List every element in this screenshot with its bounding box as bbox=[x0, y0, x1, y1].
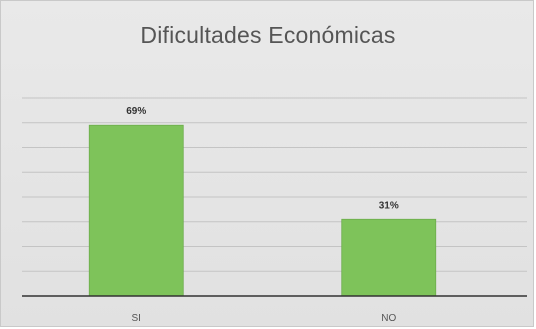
bar-no bbox=[341, 218, 437, 297]
x-tick-label: SI bbox=[132, 313, 141, 324]
data-label: 31% bbox=[379, 200, 399, 211]
data-label: 69% bbox=[126, 106, 146, 117]
bar-si bbox=[88, 124, 184, 297]
bars bbox=[88, 124, 437, 297]
chart-title: Dificultades Económicas bbox=[140, 22, 396, 48]
x-tick-label: NO bbox=[381, 313, 396, 324]
x-tick-labels: SI NO bbox=[132, 313, 397, 324]
data-labels: 69% 31% bbox=[126, 106, 399, 211]
